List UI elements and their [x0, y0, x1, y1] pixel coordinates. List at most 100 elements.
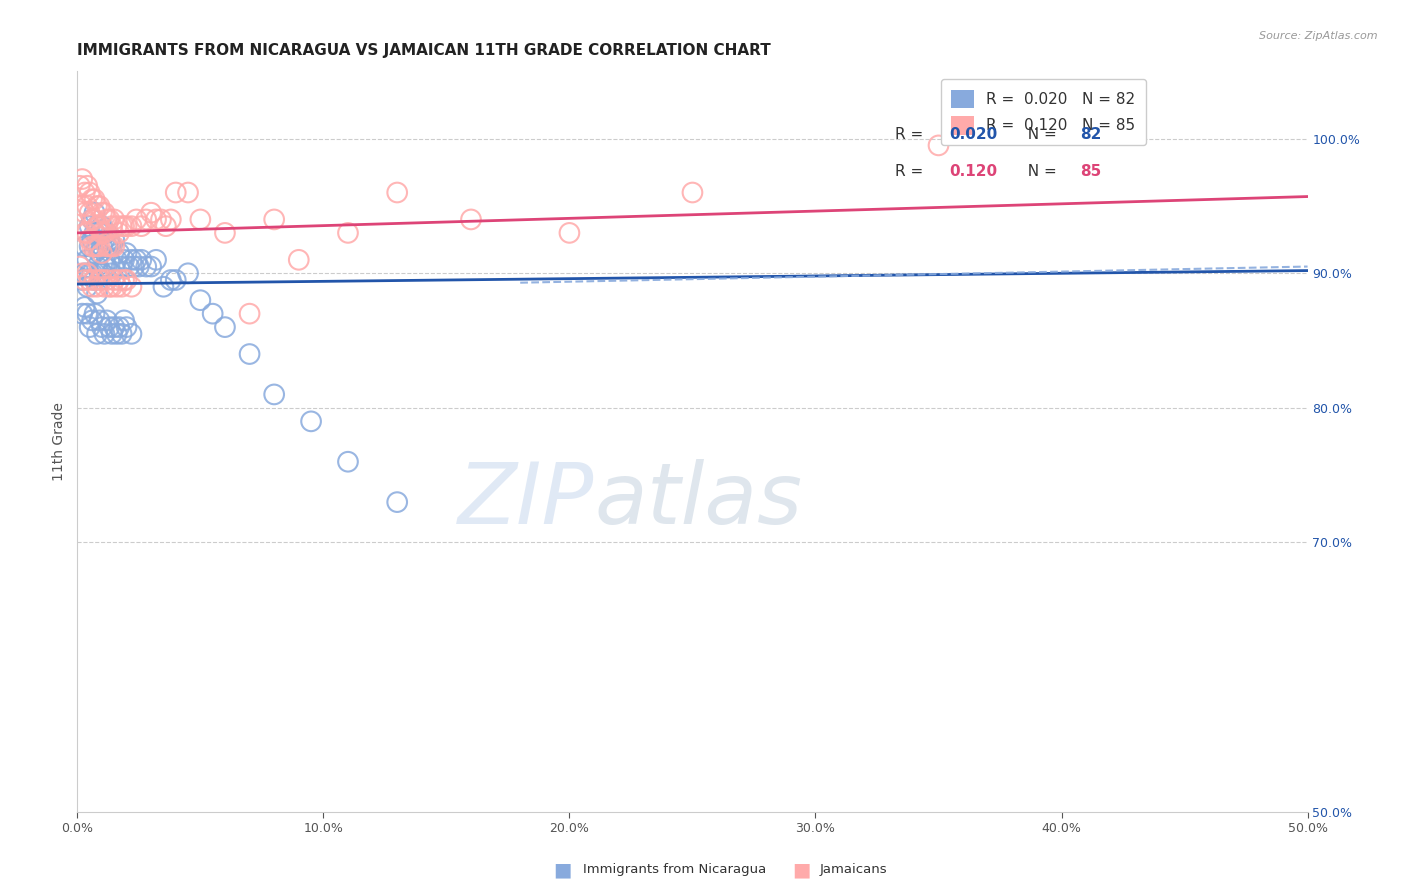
Point [108, 246, 131, 260]
Point [105, 279, 128, 293]
Point [121, 279, 143, 293]
Point [70, 266, 93, 280]
Point [83, 307, 105, 321]
Point [96, 239, 118, 253]
Point [82, 279, 104, 293]
Point [82, 212, 104, 227]
Point [108, 273, 131, 287]
Text: 0.120: 0.120 [949, 164, 998, 178]
Point [82, 233, 104, 247]
Point [79, 219, 101, 234]
Point [145, 252, 167, 267]
Text: R =: R = [896, 164, 934, 178]
Point [76, 199, 98, 213]
Point [69, 260, 91, 274]
Point [73, 205, 96, 219]
Point [98, 320, 121, 334]
Point [337, 455, 360, 469]
Point [98, 239, 121, 253]
Point [128, 260, 150, 274]
Point [73, 226, 96, 240]
Point [86, 199, 108, 213]
Point [121, 252, 143, 267]
Point [82, 239, 104, 253]
Point [121, 326, 143, 341]
Point [83, 273, 105, 287]
Point [160, 273, 183, 287]
Point [90, 239, 114, 253]
Point [89, 246, 111, 260]
Point [288, 252, 311, 267]
Point [105, 219, 128, 234]
Point [108, 226, 131, 240]
Point [90, 219, 114, 234]
Point [86, 326, 108, 341]
Point [460, 212, 482, 227]
Text: atlas: atlas [595, 459, 801, 542]
Point [83, 205, 105, 219]
Point [93, 279, 115, 293]
Point [112, 252, 135, 267]
Point [83, 273, 105, 287]
Point [86, 239, 108, 253]
Point [98, 252, 121, 267]
Point [82, 313, 104, 327]
Point [96, 273, 118, 287]
Point [83, 192, 105, 206]
Point [73, 266, 96, 280]
Point [115, 246, 138, 260]
Point [115, 219, 138, 234]
Point [93, 233, 115, 247]
Point [214, 320, 236, 334]
Point [79, 233, 101, 247]
Point [90, 246, 114, 260]
Point [89, 219, 111, 234]
Point [96, 260, 118, 274]
Point [73, 186, 96, 200]
Point [93, 326, 115, 341]
Point [188, 293, 212, 308]
Point [101, 326, 124, 341]
Point [90, 266, 114, 280]
Point [79, 239, 101, 253]
Point [299, 414, 322, 428]
Point [385, 495, 409, 509]
Point [79, 266, 101, 280]
Point [86, 260, 108, 274]
Point [337, 226, 360, 240]
Point [79, 186, 101, 200]
Point [141, 205, 163, 219]
Text: N =: N = [1018, 164, 1062, 178]
Text: Immigrants from Nicaragua: Immigrants from Nicaragua [583, 863, 766, 876]
Point [96, 226, 118, 240]
Point [89, 239, 111, 253]
Text: ZIP: ZIP [458, 459, 595, 542]
Point [152, 279, 174, 293]
Text: ■: ■ [553, 860, 572, 880]
Point [101, 239, 124, 253]
Point [125, 252, 148, 267]
Y-axis label: 11th Grade: 11th Grade [52, 402, 66, 481]
Point [90, 205, 114, 219]
Point [69, 178, 91, 193]
Point [96, 212, 118, 227]
Text: 82: 82 [1080, 127, 1101, 142]
Point [82, 192, 104, 206]
Point [103, 320, 125, 334]
Point [98, 233, 121, 247]
Point [103, 233, 125, 247]
Point [96, 313, 118, 327]
Point [76, 226, 98, 240]
Point [105, 326, 128, 341]
Point [150, 212, 173, 227]
Point [76, 307, 98, 321]
Point [79, 205, 101, 219]
Point [101, 219, 124, 234]
Point [111, 326, 132, 341]
Point [98, 212, 121, 227]
Point [188, 212, 212, 227]
Point [111, 279, 132, 293]
Point [70, 307, 93, 321]
Point [76, 252, 98, 267]
Point [89, 199, 111, 213]
